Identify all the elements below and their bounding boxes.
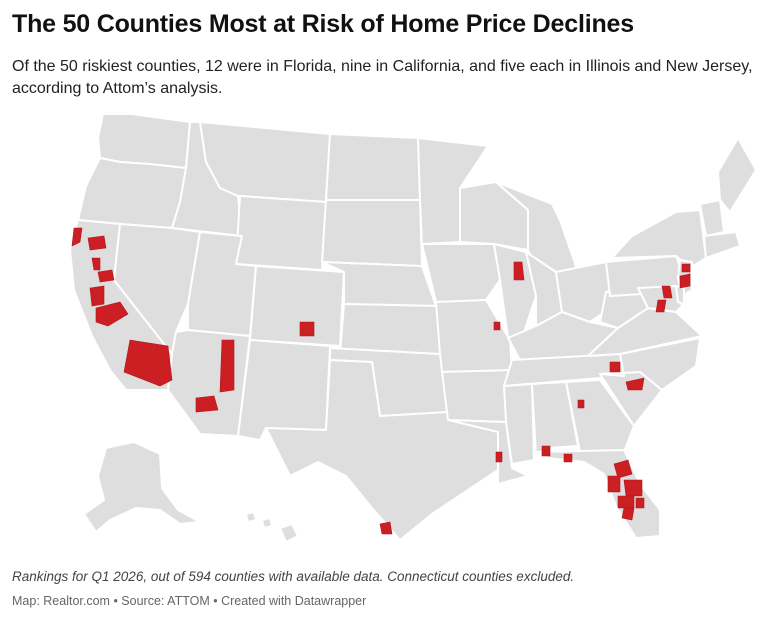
state-kansas	[339, 303, 443, 357]
state-colorado	[249, 265, 345, 347]
highlighted-counties	[71, 227, 691, 535]
county-florida-east	[635, 497, 645, 509]
county-florida-southwest	[621, 507, 635, 521]
county-fresno-tulare	[95, 301, 129, 327]
county-new-jersey-2	[681, 263, 691, 273]
chart-subtitle: Of the 50 riskiest counties, 12 were in …	[12, 58, 753, 97]
county-florida-central-1	[607, 475, 621, 493]
state-georgia	[565, 379, 635, 453]
county-san-bernardino	[123, 339, 173, 387]
state-texas	[265, 359, 501, 541]
state-maine	[717, 137, 757, 213]
county-colorado-pueblo-area	[299, 321, 315, 337]
state-vermont-new-hampshire	[699, 199, 725, 237]
state-new-york	[611, 209, 707, 269]
state-massachusetts-ct-ri	[703, 231, 741, 259]
county-florida-central-2	[623, 479, 643, 497]
state-alaska	[83, 441, 201, 533]
county-sutter-yuba	[91, 257, 101, 271]
map-credit: Map: Realtor.com	[12, 594, 110, 608]
state-shapes	[69, 113, 757, 543]
datawrapper-credit: Created with Datawrapper	[221, 594, 367, 608]
state-hawaii	[245, 511, 299, 543]
state-alabama	[531, 381, 579, 457]
state-arizona	[167, 329, 251, 437]
state-nevada	[113, 223, 201, 355]
county-maryland-area	[655, 299, 667, 313]
county-mohave	[219, 339, 235, 393]
state-iowa	[421, 243, 501, 303]
county-nc-2	[625, 377, 645, 391]
county-mississippi-coast	[495, 451, 503, 463]
state-oregon	[77, 157, 187, 229]
chart-title: The 50 Counties Most at Risk of Home Pri…	[12, 10, 634, 38]
state-wyoming	[235, 195, 327, 271]
county-shasta-area	[87, 235, 107, 251]
chart-footer: Map: Realtor.com • Source: ATTOM • Creat…	[12, 594, 756, 608]
county-florida-north	[613, 459, 633, 479]
county-nc-1	[609, 361, 621, 373]
state-mississippi	[503, 383, 535, 465]
state-north-dakota	[325, 133, 421, 201]
footer-separator: •	[209, 594, 222, 608]
county-alabama-coast	[541, 445, 551, 457]
county-new-jersey-1	[679, 273, 691, 289]
state-missouri	[435, 299, 513, 373]
state-delaware	[675, 285, 685, 305]
county-st-clair	[493, 321, 501, 331]
county-cook-area	[513, 261, 525, 281]
chart-notes: Rankings for Q1 2026, out of 594 countie…	[12, 569, 575, 584]
state-south-dakota	[321, 199, 423, 267]
county-merced-stanislaus	[89, 285, 105, 307]
footer-separator: •	[109, 594, 122, 608]
source-credit: Source: ATTOM	[121, 594, 210, 608]
county-mid-atlantic-1	[661, 285, 673, 299]
county-georgia-1	[577, 399, 585, 409]
county-florida-central-3	[617, 495, 635, 509]
county-humboldt-area	[71, 227, 83, 247]
county-pima-area	[195, 395, 219, 413]
county-texas-rio-grande	[379, 521, 393, 535]
county-florida-panhandle	[563, 453, 573, 463]
us-county-map	[69, 113, 757, 543]
state-arkansas	[441, 369, 513, 423]
state-new-mexico	[237, 339, 331, 441]
county-sacramento-area	[97, 269, 115, 283]
state-north-carolina	[599, 337, 701, 391]
